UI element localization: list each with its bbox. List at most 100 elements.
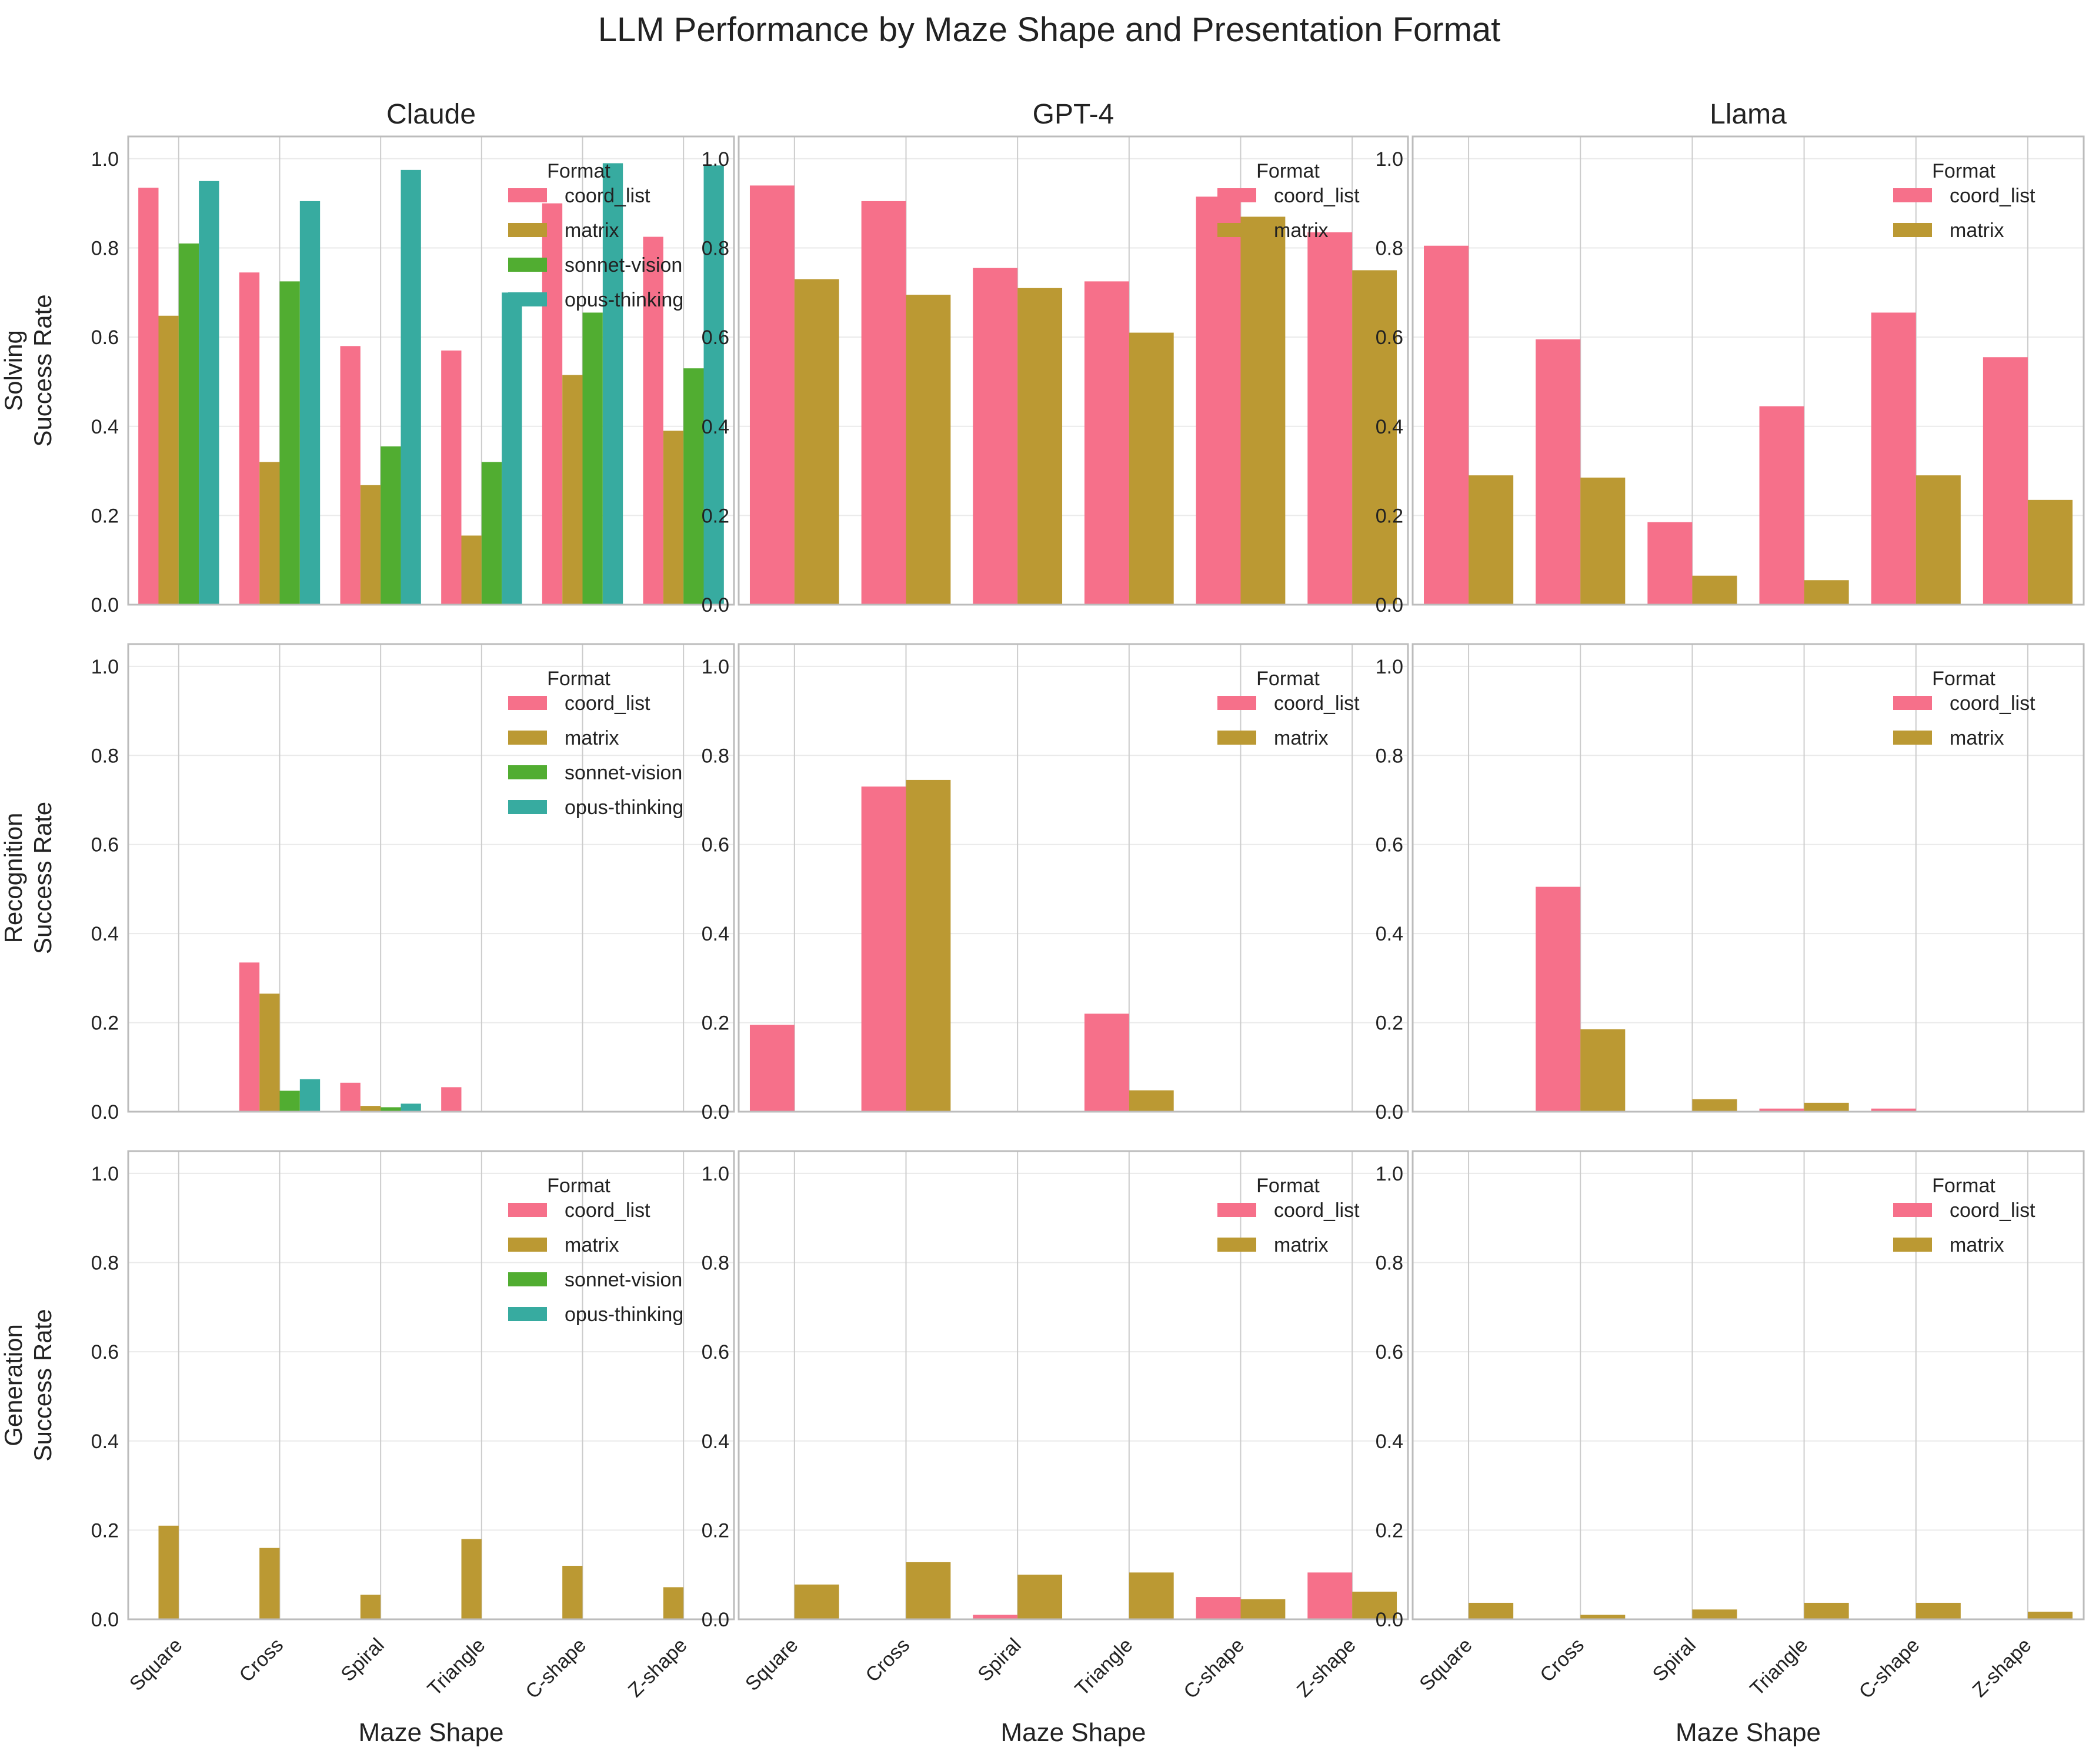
legend-label-matrix: matrix: [565, 219, 619, 242]
legend-label-sonnet-vision: sonnet-vision: [565, 1269, 682, 1291]
bar-matrix: [906, 1562, 951, 1619]
bar-matrix: [360, 1106, 381, 1112]
bar-matrix: [1352, 1591, 1397, 1619]
y-tick-label: 0.4: [91, 923, 119, 945]
bar-coord_list: [749, 185, 795, 605]
axes-frame: [738, 135, 1409, 606]
legend-label-coord_list: coord_list: [1274, 185, 1360, 207]
bar-matrix: [360, 485, 381, 605]
bar-matrix: [1580, 1029, 1626, 1112]
y-tick-label: 0.8: [91, 238, 119, 260]
bar-matrix: [158, 315, 179, 605]
y-tick-label: 0.6: [1376, 834, 1403, 856]
y-tick-label: 0.0: [702, 594, 729, 616]
bar-matrix: [1469, 475, 1514, 605]
y-tick-label: 0.4: [1376, 923, 1403, 945]
bar-sonnet-vision: [582, 312, 603, 605]
legend: Formatcoord_listmatrixsonnet-visionopus-…: [508, 160, 683, 311]
legend-swatch-matrix: [1217, 1238, 1256, 1252]
bar-matrix: [259, 1548, 280, 1619]
panel-claude-recognition: 0.0 0.2 0.4 0.6 0.8 1.0 Recognition Success Rat…: [0, 643, 735, 1123]
bar-matrix: [1580, 1615, 1626, 1619]
x-axis-label: Maze Shape: [1000, 1718, 1146, 1747]
bar-coord_list: [643, 236, 663, 605]
axes-frame: [127, 1150, 735, 1620]
bar-coord_list: [1871, 1108, 1916, 1112]
legend-label-opus-thinking: opus-thinking: [565, 1303, 683, 1326]
bar-matrix: [1692, 1609, 1737, 1619]
y-tick-label: 0.2: [1376, 505, 1403, 527]
legend-label-opus-thinking: opus-thinking: [565, 796, 683, 819]
y-tick-label: 0.6: [702, 834, 729, 856]
y-tick-label: 0.6: [1376, 326, 1403, 349]
legend-swatch-opus-thinking: [508, 292, 547, 306]
legend-title: Format: [1256, 1175, 1320, 1197]
bar-matrix: [906, 295, 951, 605]
y-tick-label: 0.0: [702, 1101, 729, 1123]
y-tick-label: 0.0: [1376, 594, 1403, 616]
bar-coord_list: [1759, 406, 1804, 605]
y-tick-label: 0.8: [702, 238, 729, 260]
legend-title: Format: [547, 1175, 610, 1197]
bar-matrix: [794, 1584, 839, 1619]
y-tick-label: 0.2: [91, 505, 119, 527]
legend-label-matrix: matrix: [1950, 1234, 2004, 1256]
y-axis-label: Success Rate: [29, 802, 56, 954]
bar-coord_list: [1759, 1108, 1804, 1112]
bar-coord_list: [441, 1087, 462, 1112]
bar-coord_list: [1307, 1572, 1353, 1619]
legend-swatch-coord_list: [508, 1203, 547, 1217]
legend-label-sonnet-vision: sonnet-vision: [565, 254, 682, 276]
bar-matrix: [906, 779, 951, 1112]
bar-matrix: [259, 462, 280, 605]
bar-matrix: [562, 375, 583, 605]
figure-title: LLM Performance by Maze Shape and Presen…: [598, 11, 1501, 49]
legend-title: Format: [1932, 1175, 1995, 1197]
bar-coord_list: [749, 1025, 795, 1112]
legend-label-coord_list: coord_list: [565, 1199, 650, 1222]
y-tick-label: 0.4: [91, 1430, 119, 1453]
y-axis-label: Generation: [0, 1324, 27, 1446]
legend-label-matrix: matrix: [1950, 727, 2004, 749]
legend-swatch-opus-thinking: [508, 800, 547, 814]
y-tick-label: 1.0: [702, 656, 729, 678]
bar-coord_list: [1196, 196, 1241, 605]
bar-matrix: [360, 1595, 381, 1619]
bar-sonnet-vision: [683, 368, 704, 605]
bar-matrix: [1580, 477, 1626, 605]
legend-swatch-opus-thinking: [508, 1307, 547, 1321]
legend-swatch-sonnet-vision: [508, 1272, 547, 1286]
axes-frame: [1411, 1150, 2085, 1620]
bar-coord_list: [1536, 886, 1581, 1112]
legend-title: Format: [1256, 160, 1320, 182]
y-tick-label: 1.0: [91, 148, 119, 171]
y-tick-label: 0.0: [91, 1609, 119, 1631]
bar-matrix: [1240, 1599, 1286, 1619]
legend-swatch-coord_list: [1893, 188, 1932, 202]
axes-frame: [127, 643, 735, 1113]
legend-label-matrix: matrix: [1274, 727, 1329, 749]
legend-label-matrix: matrix: [565, 1234, 619, 1256]
x-axis-label: Maze Shape: [1676, 1718, 1821, 1747]
bar-matrix: [1692, 1099, 1737, 1112]
legend-swatch-coord_list: [1893, 1203, 1932, 1217]
bar-opus-thinking: [703, 165, 724, 605]
y-tick-label: 0.4: [702, 416, 729, 438]
bar-matrix: [1804, 1602, 1849, 1619]
y-tick-label: 0.8: [702, 1252, 729, 1275]
bar-matrix: [1017, 1575, 1063, 1619]
legend-label-opus-thinking: opus-thinking: [565, 289, 683, 311]
panel-title: Claude: [386, 99, 476, 130]
legend-label-matrix: matrix: [1274, 219, 1329, 242]
y-tick-label: 0.6: [91, 1341, 119, 1363]
legend-label-coord_list: coord_list: [1950, 692, 2035, 715]
bar-matrix: [663, 431, 684, 605]
bar-matrix: [1916, 1602, 1961, 1619]
bar-coord_list: [340, 1082, 361, 1112]
y-tick-label: 0.6: [702, 1341, 729, 1363]
legend-title: Format: [547, 160, 610, 182]
bar-sonnet-vision: [178, 243, 199, 605]
axes-frame: [738, 1150, 1409, 1620]
